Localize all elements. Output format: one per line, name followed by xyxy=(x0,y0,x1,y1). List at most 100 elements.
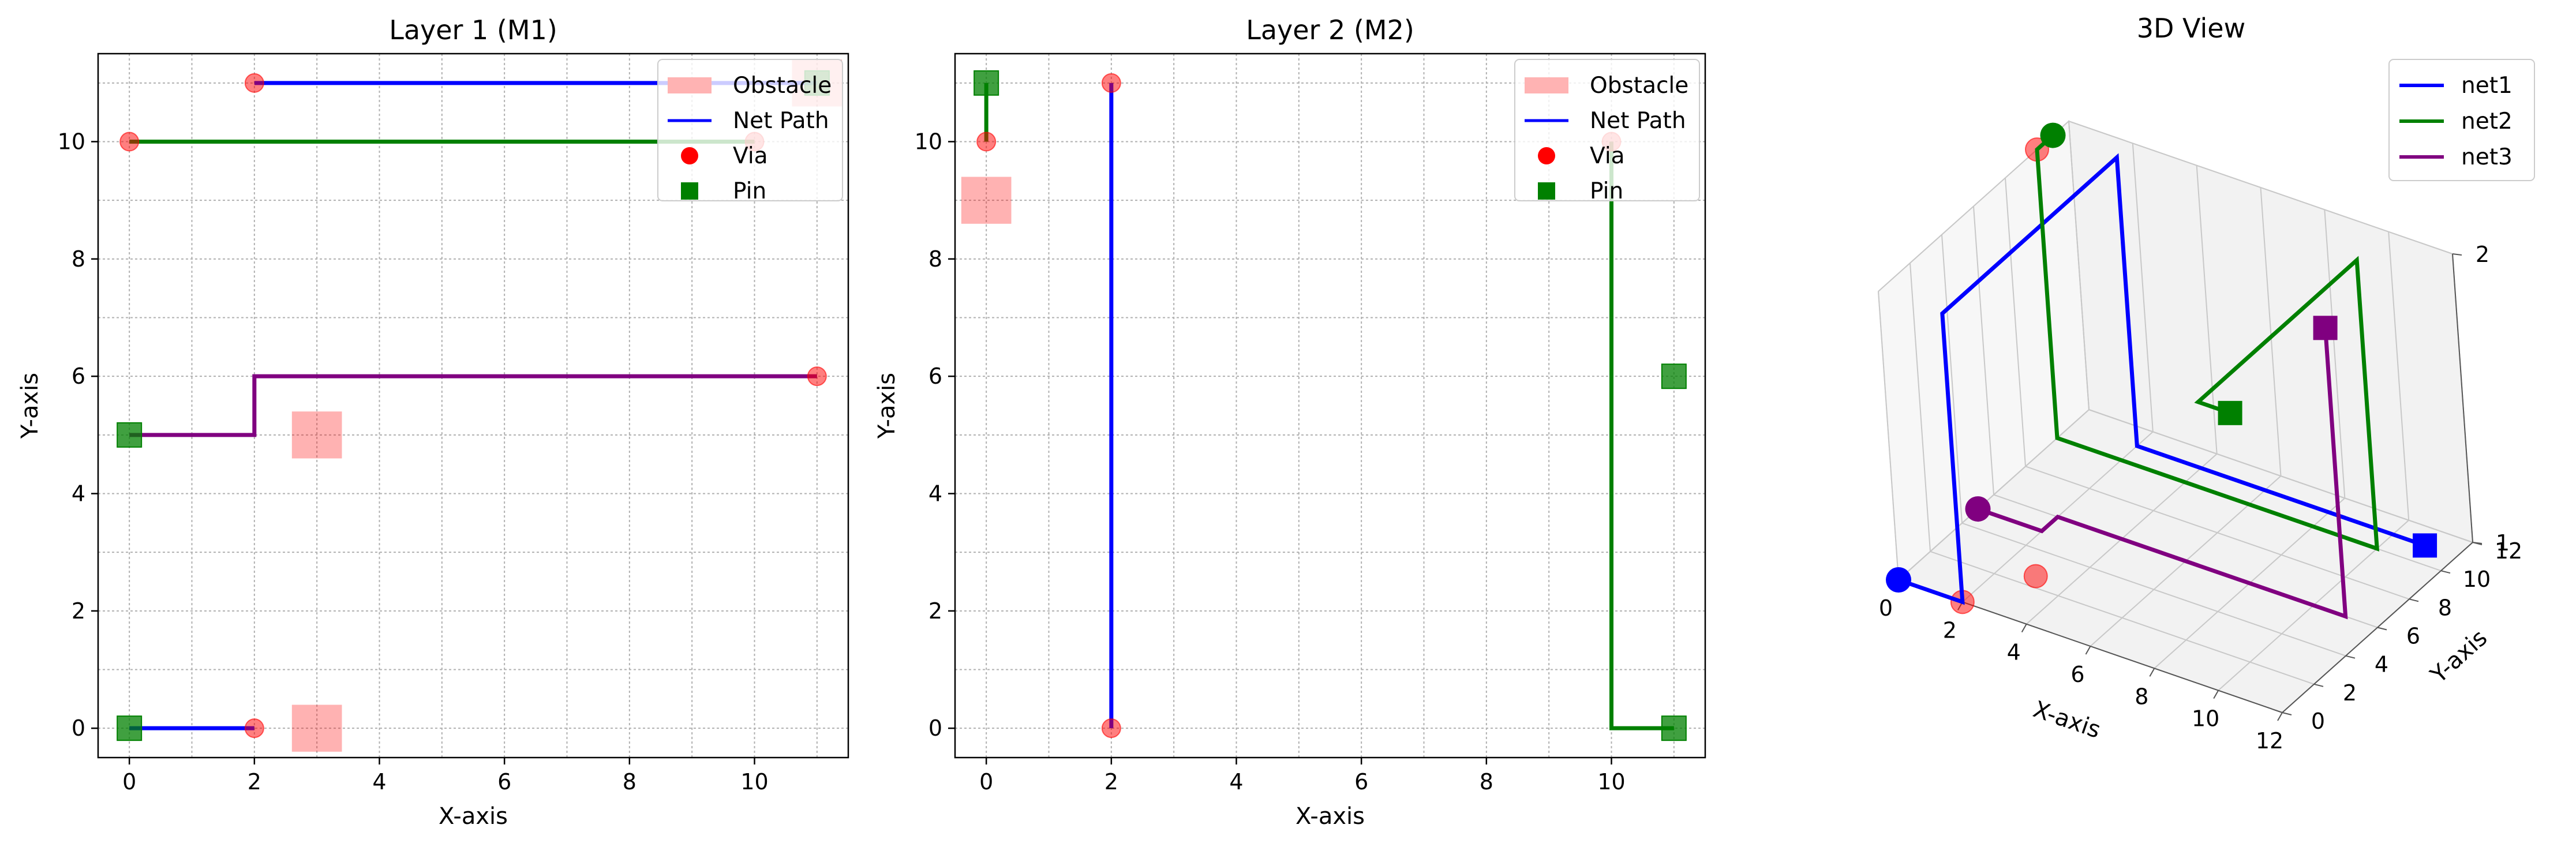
legend-label: net1 xyxy=(2461,73,2513,99)
y-tick-label: 8 xyxy=(928,246,942,272)
z-tick-label: 2 xyxy=(2476,242,2489,267)
grid-line-z xyxy=(1898,408,2473,580)
x-tick-label: 12 xyxy=(2256,728,2283,754)
y-tick-label: 10 xyxy=(2463,567,2491,592)
y-tick-label: 2 xyxy=(928,598,942,624)
x-tick-label: 2 xyxy=(1943,617,1957,643)
axes-frame xyxy=(97,53,849,759)
legend-obstacle-swatch xyxy=(1525,77,1568,93)
x-tick-label: 0 xyxy=(979,769,993,794)
z-axis-line xyxy=(2452,253,2473,543)
layer1-panel: 0 2 4 6 8 10 0 2 4 6 8 10 Layer 1 (M1) X-axis Y-axis Ob… xyxy=(17,14,849,830)
net-path xyxy=(129,374,817,437)
x-tick-label: 10 xyxy=(2192,706,2219,732)
legend-pin-swatch xyxy=(681,182,698,200)
y-tick-label: 0 xyxy=(72,715,85,741)
x-tick-label: 10 xyxy=(1597,769,1625,794)
y-tick-label: 6 xyxy=(72,363,85,389)
legend-3d: net1 net2 net3 xyxy=(2388,59,2535,181)
z-tick xyxy=(2452,253,2462,256)
x-tick-label: 0 xyxy=(1879,595,1893,621)
chart-title: Layer 2 (M2) xyxy=(1246,14,1414,46)
y-tick-label: 0 xyxy=(2311,709,2325,734)
legend-label: Pin xyxy=(733,178,766,204)
x-tick xyxy=(2085,646,2091,655)
pin-marker xyxy=(974,70,999,96)
pin-marker xyxy=(117,715,143,741)
x-tick xyxy=(2277,712,2283,721)
legend-label: Pin xyxy=(1590,178,1623,204)
x-tick xyxy=(2149,668,2155,677)
layer2-panel: 0 2 4 6 8 10 0 2 4 6 8 10 Layer 2 (M2) X-axis Y-axis Ob… xyxy=(874,14,1706,830)
z-tick xyxy=(2472,542,2483,544)
net-path xyxy=(1609,141,1674,730)
obstacle xyxy=(291,411,342,459)
net-start-marker xyxy=(1965,496,1991,522)
legend-label: Via xyxy=(1590,143,1625,169)
y-tick xyxy=(2377,627,2387,631)
obstacle xyxy=(961,177,1012,224)
pin-marker xyxy=(1661,363,1687,389)
y-tick-label: 8 xyxy=(2438,595,2452,620)
via-marker xyxy=(119,132,140,152)
legend-label: net3 xyxy=(2461,144,2513,170)
y-tick xyxy=(2282,712,2292,715)
y-tick-label: 2 xyxy=(2343,680,2357,706)
legend-obstacle-swatch xyxy=(668,77,712,93)
y-tick-label: 12 xyxy=(2495,538,2522,564)
x-axis-label: X-axis xyxy=(1296,803,1365,830)
x-tick-label: 6 xyxy=(1354,769,1368,794)
z-tick-label: 1 xyxy=(2496,530,2510,556)
legend-label: net2 xyxy=(2461,108,2513,134)
y-tick xyxy=(2440,570,2451,574)
legend-box xyxy=(1514,59,1700,201)
x-axis-label: X-axis xyxy=(2030,696,2104,744)
via-marker xyxy=(244,718,264,739)
y-tick xyxy=(2409,598,2419,602)
y-tick-label: 6 xyxy=(928,363,942,389)
net-end-marker xyxy=(2313,316,2338,340)
y-tick-label: 4 xyxy=(928,481,942,507)
x-tick-label: 4 xyxy=(1229,769,1243,794)
y-tick-label: 2 xyxy=(72,598,85,624)
via-marker-3d xyxy=(2023,564,2048,589)
series-line-0 xyxy=(1897,153,2426,605)
x-tick-label: 8 xyxy=(623,769,636,794)
series-line-1 xyxy=(2035,133,2380,552)
legend-pin-swatch xyxy=(1538,182,1555,200)
x-tick-label: 6 xyxy=(497,769,511,794)
y-axis-label: Y-axis xyxy=(2425,625,2492,689)
y-tick-label: 4 xyxy=(2375,652,2388,677)
x-tick-label: 6 xyxy=(2070,662,2084,687)
pin-marker xyxy=(117,422,143,448)
legend: Obstacle Net Path Via Pin xyxy=(657,59,843,204)
x-tick-label: 8 xyxy=(1480,769,1493,794)
via-marker xyxy=(807,366,827,387)
y-tick-label: 10 xyxy=(58,129,85,155)
y-tick-label: 0 xyxy=(928,715,942,741)
legend-label: Net Path xyxy=(1590,108,1686,134)
legend-via-swatch xyxy=(1538,147,1555,164)
pin-marker xyxy=(1661,715,1687,741)
x-tick-label: 0 xyxy=(122,769,136,794)
y-tick-label: 6 xyxy=(2406,624,2420,649)
legend-via-swatch xyxy=(681,147,698,164)
axes-frame xyxy=(954,53,1706,759)
x-tick-label: 4 xyxy=(2007,640,2021,665)
net-end-marker xyxy=(2413,533,2438,558)
legend-label: Obstacle xyxy=(733,73,832,99)
y-tick-label: 8 xyxy=(72,246,85,272)
net-start-marker xyxy=(1886,567,1911,593)
y-tick-label: 10 xyxy=(915,129,942,155)
x-tick-label: 10 xyxy=(740,769,768,794)
legend-box xyxy=(657,59,843,201)
grid-line-z xyxy=(1878,120,2453,292)
via-marker xyxy=(244,73,264,93)
legend: Obstacle Net Path Via Pin xyxy=(1514,59,1700,204)
series-line-2 xyxy=(1977,328,2348,620)
net-start-marker xyxy=(2040,122,2066,148)
x-tick xyxy=(2213,690,2219,699)
obstacle xyxy=(291,704,342,752)
